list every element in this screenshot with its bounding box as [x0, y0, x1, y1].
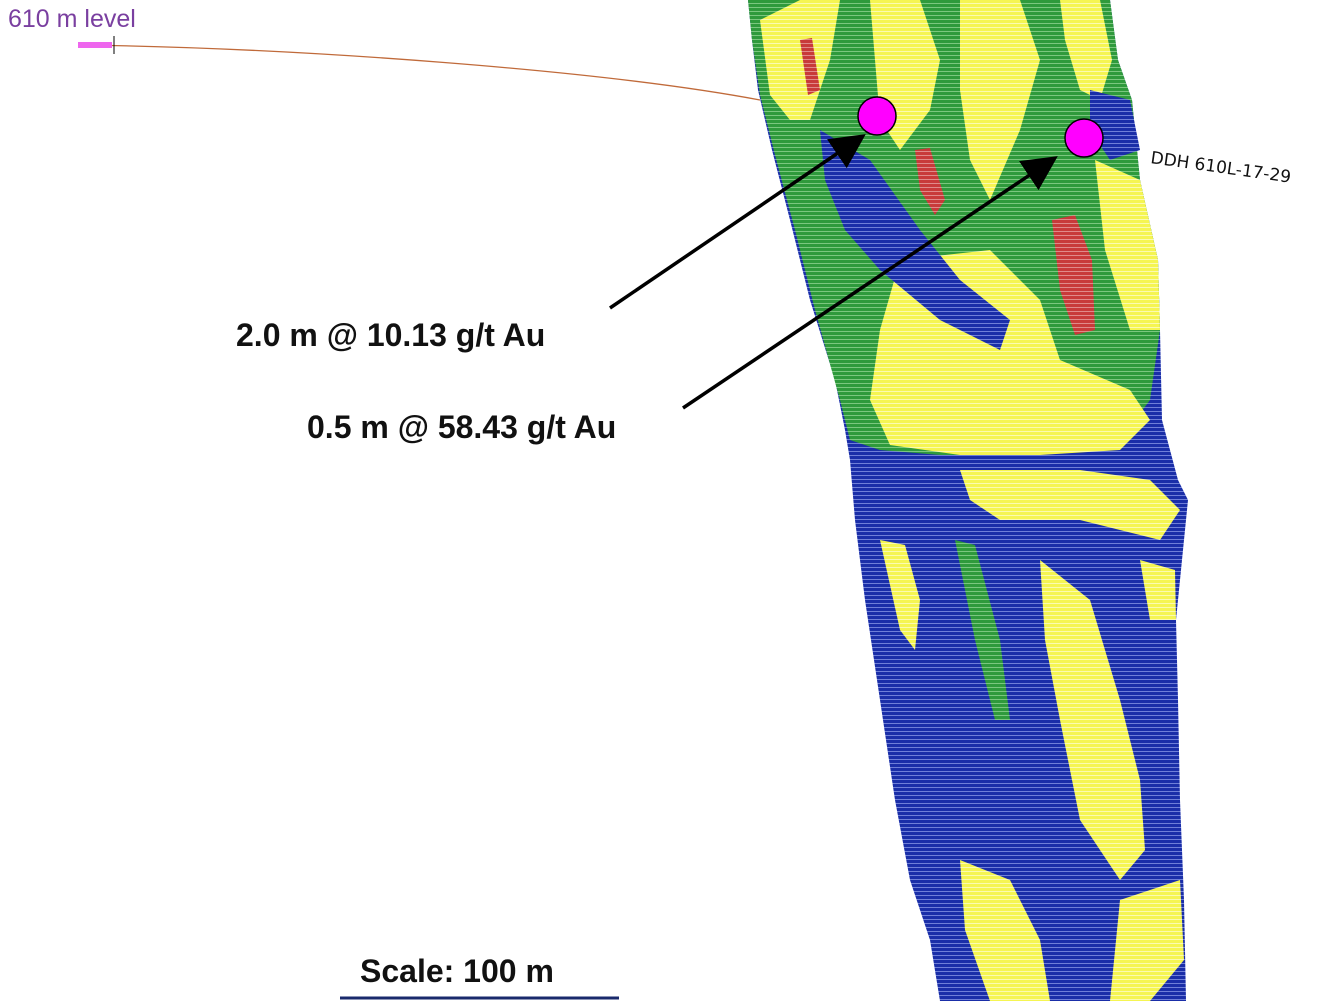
block-zone-blue-1 — [820, 130, 1010, 350]
intercept-label-1: 2.0 m @ 10.13 g/t Au — [236, 317, 545, 353]
level-collar-marker — [78, 42, 112, 48]
block-zone-red-2 — [915, 148, 945, 215]
block-zone-yellow-lower-6 — [1110, 880, 1184, 1001]
intercept-arrow-1 — [609, 134, 866, 310]
intercept-marker-2 — [1064, 118, 1104, 158]
block-zone-green-lower — [955, 540, 1010, 720]
level-drift — [78, 36, 761, 101]
intercept-label-2: 0.5 m @ 58.43 g/t Au — [307, 409, 616, 445]
block-zone-yellow-lower-4 — [960, 860, 1050, 1001]
level-label: 610 m level — [8, 5, 136, 33]
block-zone-yellow-3 — [960, 0, 1040, 200]
block-zone-red-3 — [800, 38, 820, 95]
block-model — [748, 0, 1188, 1001]
block-zone-yellow-lower-5 — [1140, 560, 1176, 620]
intercept-marker-1 — [857, 96, 897, 136]
block-zone-yellow-5 — [1095, 160, 1160, 330]
intercept-arrow-2 — [682, 156, 1058, 410]
drift-trace — [79, 44, 761, 101]
scale-label: Scale: 100 m — [360, 953, 554, 989]
block-zone-yellow-lower-2 — [880, 540, 920, 650]
drill-hole-label: DDH 610L-17-29 — [1149, 148, 1292, 188]
block-zone-yellow-4 — [1060, 0, 1112, 100]
block-zone-red-1 — [1052, 215, 1095, 335]
block-zone-yellow-lower-1 — [960, 470, 1180, 540]
block-zone-yellow-lower-3 — [1040, 560, 1145, 880]
